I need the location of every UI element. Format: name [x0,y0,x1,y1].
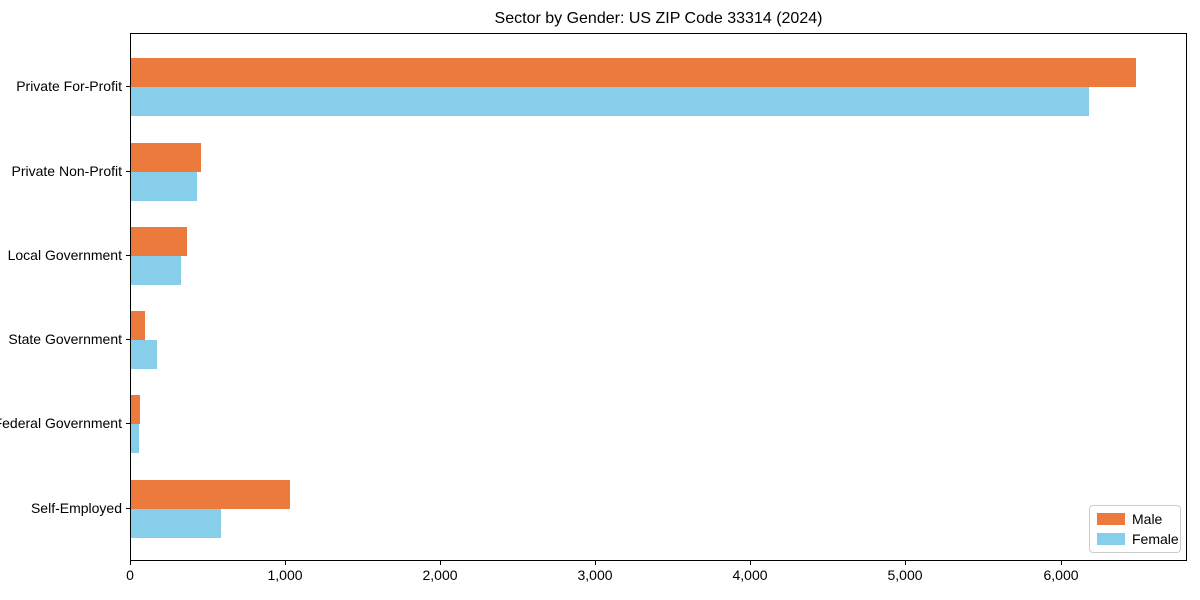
bar-male-federal-government [131,395,141,424]
legend-label-male: Male [1132,511,1163,527]
x-tick-label: 5,000 [887,567,923,583]
y-tick-mark [126,86,130,87]
y-tick-mark [126,508,130,509]
bar-female-state-government [131,340,158,369]
bar-female-self-employed [131,509,221,538]
legend: Male Female [1089,505,1181,553]
x-tick-label: 2,000 [422,567,458,583]
y-tick-mark [126,255,130,256]
x-tick-label: 0 [126,567,134,583]
legend-entry-male: Male [1097,511,1173,527]
category-label: Private For-Profit [16,78,122,94]
x-tick-label: 6,000 [1043,567,1079,583]
bar-male-local-government [131,227,187,256]
x-tick-label: 3,000 [577,567,613,583]
bar-female-private-for-profit [131,87,1090,116]
legend-label-female: Female [1132,531,1179,547]
x-tick-label: 1,000 [267,567,303,583]
y-tick-mark [126,171,130,172]
legend-swatch-male [1097,513,1125,525]
chart-title: Sector by Gender: US ZIP Code 33314 (202… [494,10,823,27]
legend-entry-female: Female [1097,531,1179,547]
category-label: Local Government [7,247,122,263]
plot-area [130,33,1187,561]
bar-female-private-non-profit [131,172,197,201]
category-label: State Government [8,331,122,347]
bar-male-state-government [131,311,145,340]
category-label: Self-Employed [30,500,122,516]
x-tick-mark [750,561,751,565]
x-tick-mark [595,561,596,565]
x-tick-mark [130,561,131,565]
x-tick-mark [1061,561,1062,565]
bar-female-local-government [131,256,181,285]
legend-swatch-female [1097,533,1125,545]
y-tick-mark [126,423,130,424]
x-tick-label: 4,000 [732,567,768,583]
bar-male-self-employed [131,480,291,509]
bar-female-federal-government [131,424,139,453]
bar-male-private-for-profit [131,58,1136,87]
category-label: Private Non-Profit [11,163,122,179]
x-tick-mark [905,561,906,565]
y-tick-mark [126,339,130,340]
category-label: Federal Government [0,415,122,431]
x-tick-mark [285,561,286,565]
x-tick-mark [440,561,441,565]
bar-male-private-non-profit [131,143,201,172]
